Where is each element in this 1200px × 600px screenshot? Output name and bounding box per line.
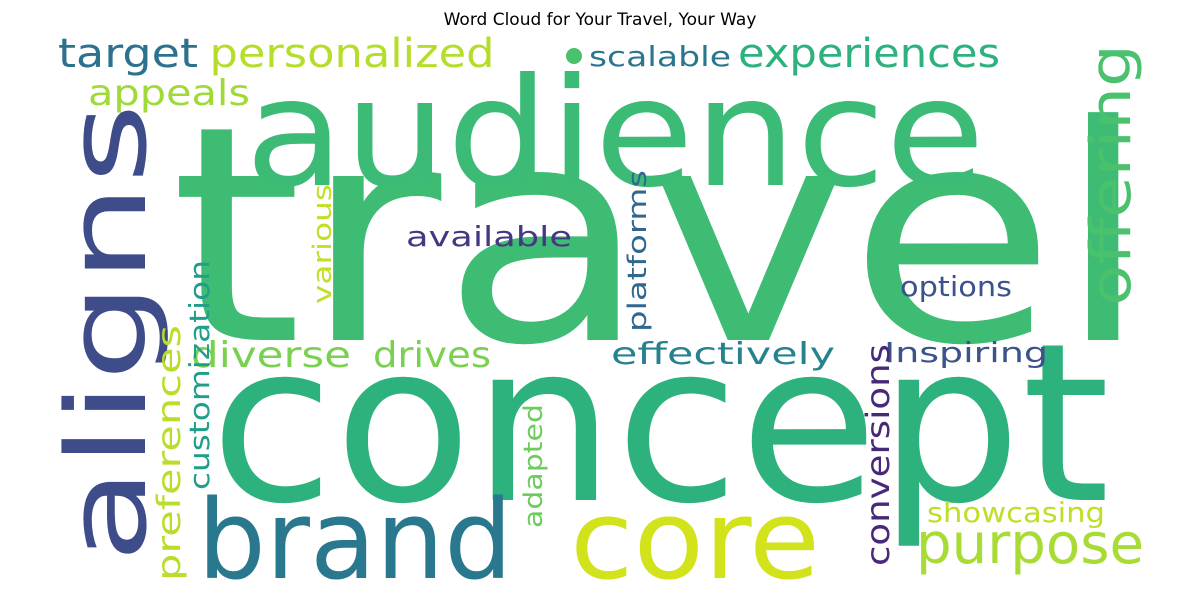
word-experiences: experiences xyxy=(738,31,1000,77)
word-adapted: adapted xyxy=(519,404,549,528)
word-available: available xyxy=(406,220,572,253)
word-personalized: personalized xyxy=(210,31,495,77)
word-offering: offering xyxy=(1079,44,1144,306)
word-conversions: conversions xyxy=(859,344,897,566)
word-core: core xyxy=(570,476,820,600)
word-Inspiring: Inspiring xyxy=(884,336,1048,369)
word-target: target xyxy=(58,31,198,77)
dot-icon xyxy=(566,48,582,64)
word-audience: audience xyxy=(245,47,985,221)
chart-title: Word Cloud for Your Travel, Your Way xyxy=(443,10,757,30)
word-effectively: effectively xyxy=(611,337,835,372)
word-various: various xyxy=(308,184,338,304)
word-platforms: platforms xyxy=(623,170,653,332)
word-travel: travel xyxy=(170,62,1150,411)
word-appeals: appeals xyxy=(88,73,250,114)
word-diverse: diverse xyxy=(191,335,351,376)
word-options: options xyxy=(900,270,1012,303)
word-concept: concept xyxy=(210,296,1110,552)
word-showcasing: showcasing xyxy=(927,496,1105,529)
word-customization: customization xyxy=(183,260,216,490)
word-preferences: preferences xyxy=(150,325,188,581)
word-drives: drives xyxy=(373,335,491,376)
word-aligns: aligns xyxy=(43,103,171,563)
word-purpose: purpose xyxy=(916,512,1144,577)
word-brand: brand xyxy=(198,476,513,600)
word-scalable: scalable xyxy=(589,40,731,73)
